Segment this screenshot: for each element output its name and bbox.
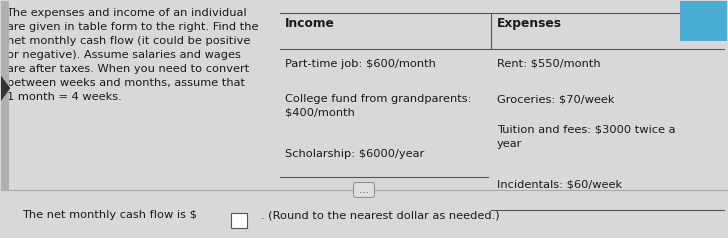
Text: Expenses: Expenses: [497, 17, 562, 30]
Text: Tuition and fees: $3000 twice a
year: Tuition and fees: $3000 twice a year: [497, 125, 676, 149]
Text: Income: Income: [285, 17, 335, 30]
Polygon shape: [1, 76, 9, 100]
Text: Part-time job: $600/month: Part-time job: $600/month: [285, 59, 435, 69]
Text: The expenses and income of an individual
are given in table form to the right. F: The expenses and income of an individual…: [7, 8, 258, 102]
Text: Groceries: $70/week: Groceries: $70/week: [497, 94, 614, 104]
Text: The net monthly cash flow is $: The net monthly cash flow is $: [23, 210, 197, 220]
Text: Rent: $550/month: Rent: $550/month: [497, 59, 601, 69]
FancyBboxPatch shape: [1, 1, 9, 190]
Text: Scholarship: $6000/year: Scholarship: $6000/year: [285, 149, 424, 159]
Text: Incidentals: $60/week: Incidentals: $60/week: [497, 179, 622, 189]
FancyBboxPatch shape: [231, 213, 247, 228]
FancyBboxPatch shape: [680, 1, 727, 41]
Text: . (Round to the nearest dollar as needed.): . (Round to the nearest dollar as needed…: [250, 210, 499, 220]
Text: …: …: [356, 185, 372, 195]
Text: College fund from grandparents:
$400/month: College fund from grandparents: $400/mon…: [285, 94, 471, 118]
